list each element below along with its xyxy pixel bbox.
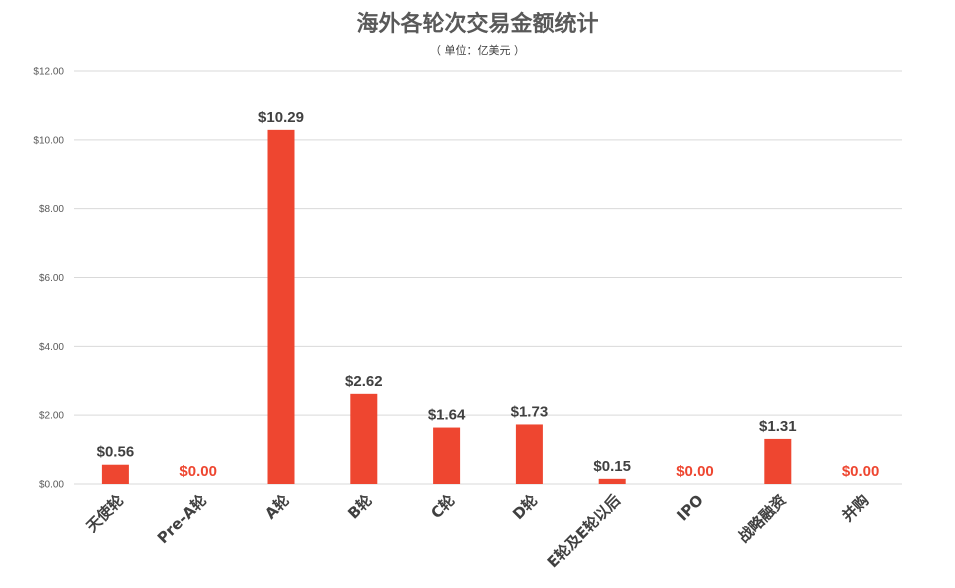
data-label: $0.00 <box>179 463 217 480</box>
data-label: $1.64 <box>428 407 466 424</box>
bar <box>598 478 626 484</box>
bar <box>515 424 543 484</box>
category-label: IPO <box>673 491 706 524</box>
category-label: 并购 <box>838 491 872 525</box>
category-label: D轮 <box>509 491 541 523</box>
bars <box>101 129 792 485</box>
y-tick-label: $10.00 <box>33 135 64 146</box>
category-label: C轮 <box>427 491 458 522</box>
category-label: 天使轮 <box>83 491 128 536</box>
bar <box>267 129 295 485</box>
data-label: $1.31 <box>759 418 797 435</box>
y-tick-label: $2.00 <box>39 411 64 422</box>
y-tick-label: $6.00 <box>39 273 64 284</box>
y-tick-label: $4.00 <box>39 342 64 353</box>
data-label: $0.00 <box>842 463 880 480</box>
bar <box>433 427 461 484</box>
y-tick-label: $12.00 <box>33 67 64 78</box>
bar <box>764 438 792 484</box>
data-label: $1.73 <box>511 403 549 420</box>
category-label: Pre-A轮 <box>154 491 210 547</box>
data-label: $0.15 <box>593 458 631 475</box>
category-label: A轮 <box>261 491 293 523</box>
y-tick-label: $8.00 <box>39 204 64 215</box>
data-label: $0.00 <box>676 463 714 480</box>
data-label: $0.56 <box>97 444 135 461</box>
grid-layer <box>74 70 902 485</box>
bar <box>350 393 378 484</box>
y-axis-ticks: $0.00 $2.00 $4.00 $6.00 $8.00 $10.00 $12.00 <box>33 67 64 491</box>
data-label: $10.29 <box>258 109 304 126</box>
chart-title: 海外各轮次交易金额统计 <box>356 12 599 37</box>
category-label: 战略融资 <box>734 491 789 546</box>
data-labels: $0.56 $0.00 $10.29 $2.62 $1.64 $1.73 $0.15 $0.0… <box>97 109 880 480</box>
y-tick-label: $0.00 <box>39 480 64 491</box>
data-label: $2.62 <box>345 373 383 390</box>
category-label: E轮及E轮以后 <box>544 491 624 571</box>
bar <box>101 464 129 484</box>
category-labels: 天使轮 Pre-A轮 A轮 B轮 C轮 D轮 E轮及E轮以后 IPO 战略融资 并购 <box>83 491 873 571</box>
chart-subtitle: （ 单位：亿美元 ） <box>430 44 525 57</box>
category-label: B轮 <box>344 491 375 522</box>
